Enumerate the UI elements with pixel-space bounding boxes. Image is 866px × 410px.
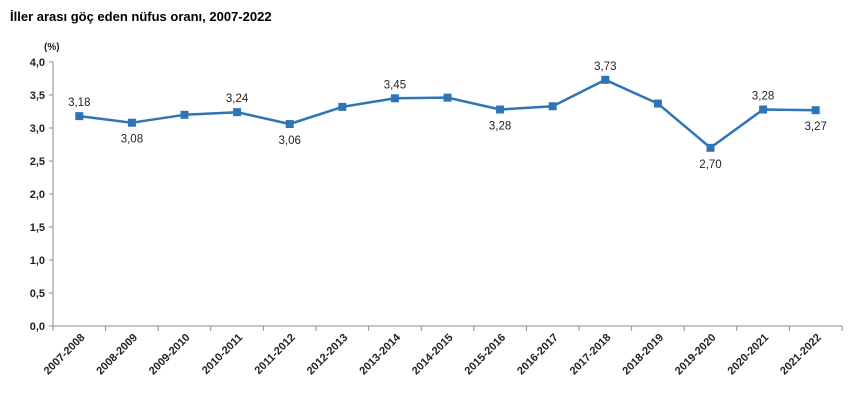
x-tick-label: 2008-2009 (94, 332, 140, 378)
x-tick-label: 2009-2010 (147, 332, 193, 378)
x-tick-label: 2016-2017 (515, 332, 561, 378)
data-point-marker (759, 105, 768, 114)
y-tick-label: 1,5 (30, 222, 45, 234)
data-point-marker (127, 118, 136, 127)
data-point-marker (443, 93, 452, 102)
data-point-marker (811, 106, 820, 115)
y-tick-label: 3,0 (30, 123, 45, 135)
y-tick-labels: 0,0 0,5 1,0 1,5 2,0 2,5 3,0 3,5 4,0 (30, 57, 45, 333)
y-tick-label: 2,5 (30, 156, 45, 168)
y-axis-unit-label: (%) (44, 42, 60, 53)
data-point-marker (75, 112, 84, 121)
x-tick-label: 2010-2011 (200, 332, 245, 377)
data-label: 3,18 (68, 97, 90, 109)
data-point-marker (338, 102, 347, 111)
y-tick-label: 4,0 (30, 57, 45, 69)
data-label: 3,24 (226, 93, 249, 105)
x-tick-label: 2007-2008 (42, 332, 88, 378)
chart-title: İller arası göç eden nüfus oranı, 2007-2… (10, 9, 272, 24)
data-point-marker (601, 75, 610, 84)
data-label: 3,27 (805, 121, 827, 133)
data-label: 3,08 (121, 134, 143, 146)
x-tick-label: 2012-2013 (305, 332, 351, 378)
x-tick-label: 2020-2021 (726, 332, 772, 378)
x-tick-label: 2017-2018 (568, 332, 614, 378)
x-tick-label: 2015-2016 (463, 332, 509, 378)
data-point-marker (548, 102, 557, 111)
x-tick-label: 2013-2014 (357, 331, 403, 377)
y-tick-label: 0,5 (30, 288, 45, 300)
series-line (79, 78, 816, 150)
data-point-marker (706, 143, 715, 152)
x-tick-label: 2014-2015 (410, 332, 456, 378)
data-point-marker (180, 110, 189, 119)
data-label: 3,73 (594, 61, 616, 73)
y-tick-label: 1,0 (30, 255, 45, 267)
axes (49, 61, 843, 331)
data-label: 3,45 (384, 79, 406, 91)
data-point-marker (233, 108, 242, 117)
x-tick-label: 2021-2022 (778, 332, 824, 378)
x-tick-label: 2011-2012 (253, 332, 298, 377)
series-layer (75, 75, 820, 152)
data-label: 3,28 (752, 91, 774, 103)
y-tick-label: 3,5 (30, 90, 45, 102)
data-labels: 3,18 3,08 3,24 3,06 3,45 3,28 3,73 2,70 3,28 3,27 (68, 61, 827, 171)
x-tick-labels: 2007-2008 2008-2009 2009-2010 2010-2011 2011… (42, 331, 824, 377)
x-tick-label: 2018-2019 (620, 332, 666, 378)
data-label: 3,06 (279, 135, 301, 147)
x-tick-label: 2019-2020 (673, 332, 719, 378)
y-tick-label: 0,0 (30, 321, 45, 333)
data-point-marker (285, 120, 294, 129)
data-label: 2,70 (699, 159, 721, 171)
data-point-marker (653, 99, 662, 108)
y-tick-label: 2,0 (30, 189, 45, 201)
data-point-marker (496, 105, 505, 114)
data-point-marker (390, 94, 399, 103)
data-label: 3,28 (489, 121, 511, 133)
